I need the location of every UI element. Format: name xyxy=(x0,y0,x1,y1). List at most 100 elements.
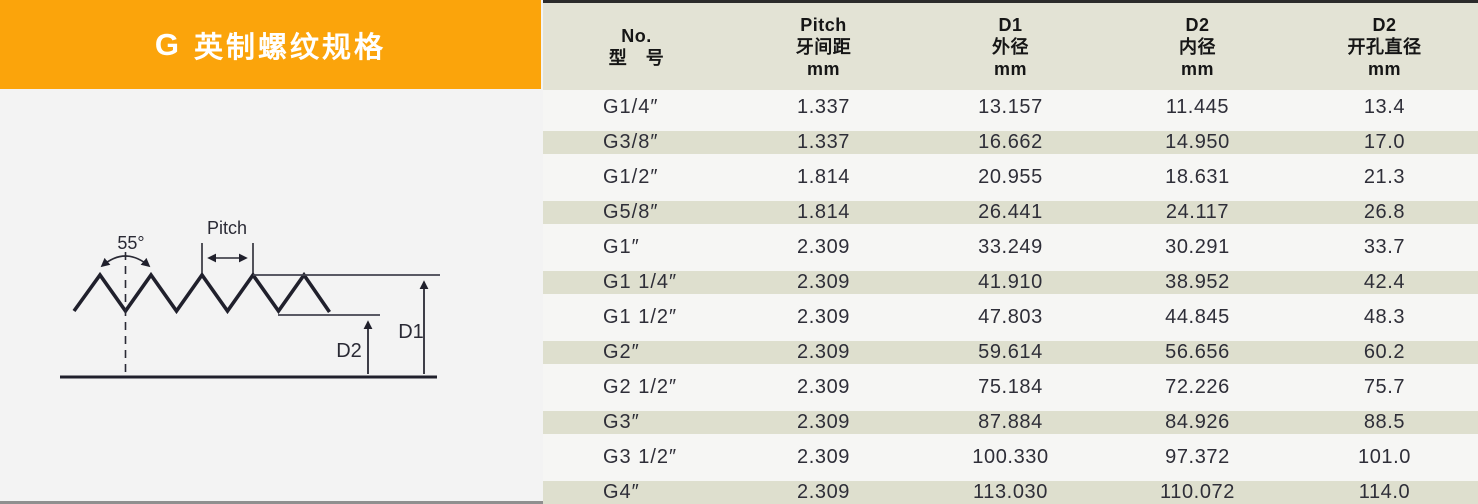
bore-value-cell: 42.4 xyxy=(1363,271,1406,293)
model-cell: G1 1/2″ xyxy=(603,306,678,328)
column-header-line: mm xyxy=(993,58,1027,79)
bore-value-cell: 33.7 xyxy=(1363,236,1406,258)
model-cell: G1/2″ xyxy=(603,166,659,188)
bore-value-cell: 60.2 xyxy=(1363,341,1406,363)
model-cell: G3″ xyxy=(603,411,640,433)
d2-value-cell: 56.656 xyxy=(1165,341,1230,363)
table-row: G3″ 2.309 87.884 84.926 88.5 xyxy=(543,405,1478,440)
bore-value-cell: 13.4 xyxy=(1363,96,1406,118)
d1-value-cell: 75.184 xyxy=(978,376,1043,398)
column-header-d2: D2 内径 mm xyxy=(1104,3,1291,90)
d2-value-cell: 18.631 xyxy=(1165,166,1230,188)
angle-arc-arrow xyxy=(100,255,151,268)
spec-table-header: No. 型 号 Pitch 牙间距 mm D1 外径 mm D2 内径 mm D… xyxy=(543,3,1478,90)
pitch-value-cell: 2.309 xyxy=(796,341,851,363)
pitch-value-cell: 1.337 xyxy=(796,131,851,153)
column-header-line: 开孔直径 xyxy=(1347,36,1422,57)
d2-label: D2 xyxy=(336,340,362,362)
table-row: G1″ 2.309 33.249 30.291 33.7 xyxy=(543,230,1478,265)
column-header-pitch: Pitch 牙间距 mm xyxy=(730,3,917,90)
d1-value-cell: 113.030 xyxy=(972,481,1048,503)
column-header-line: D1 xyxy=(998,14,1023,35)
d2-value-cell: 38.952 xyxy=(1165,271,1230,293)
bore-value-cell: 88.5 xyxy=(1363,411,1406,433)
thread-profile-diagram: 55° Pitch D2 D1 xyxy=(0,89,541,501)
pitch-value-cell: 1.814 xyxy=(796,166,851,188)
table-row: G1 1/4″ 2.309 41.910 38.952 42.4 xyxy=(543,265,1478,300)
model-cell: G5/8″ xyxy=(603,201,659,223)
d1-value-cell: 20.955 xyxy=(978,166,1043,188)
column-header-line: mm xyxy=(1367,58,1401,79)
model-cell: G2 1/2″ xyxy=(603,376,678,398)
table-row: G3/8″ 1.337 16.662 14.950 17.0 xyxy=(543,125,1478,160)
bore-value-cell: 21.3 xyxy=(1363,166,1406,188)
column-header-line: 型 号 xyxy=(608,47,665,68)
d2-value-cell: 11.445 xyxy=(1165,96,1230,118)
column-header-bore: D2 开孔直径 mm xyxy=(1291,3,1478,90)
d1-value-cell: 26.441 xyxy=(978,201,1043,223)
pitch-value-cell: 1.814 xyxy=(796,201,851,223)
thread-zigzag xyxy=(72,271,331,315)
table-row: G1/2″ 1.814 20.955 18.631 21.3 xyxy=(543,160,1478,195)
model-cell: G1 1/4″ xyxy=(603,271,678,293)
bore-value-cell: 48.3 xyxy=(1363,306,1406,328)
spec-table-body: G1/4″ 1.337 13.157 11.445 13.4 G3/8″ 1.337 16.6… xyxy=(543,90,1478,504)
column-header-line: 牙间距 xyxy=(795,36,852,57)
table-row: G4″ 2.309 113.030 110.072 114.0 xyxy=(543,475,1478,504)
bore-value-cell: 114.0 xyxy=(1358,481,1411,503)
column-header-line: mm xyxy=(1180,58,1214,79)
bore-value-cell: 17.0 xyxy=(1363,131,1406,153)
model-cell: G1″ xyxy=(603,236,640,258)
d1-value-cell: 16.662 xyxy=(978,131,1043,153)
pitch-value-cell: 2.309 xyxy=(796,411,851,433)
table-row: G3 1/2″ 2.309 100.330 97.372 101.0 xyxy=(543,440,1478,475)
model-cell: G4″ xyxy=(603,481,640,503)
pitch-value-cell: 2.309 xyxy=(796,236,851,258)
column-header-model: No. 型 号 xyxy=(543,3,730,90)
column-header-line: 外径 xyxy=(992,36,1029,57)
column-header-line: Pitch xyxy=(800,14,847,35)
table-row: G1/4″ 1.337 13.157 11.445 13.4 xyxy=(543,90,1478,125)
d2-value-cell: 97.372 xyxy=(1165,446,1230,468)
d2-value-cell: 14.950 xyxy=(1165,131,1230,153)
d2-value-cell: 72.226 xyxy=(1165,376,1230,398)
d2-value-cell: 84.926 xyxy=(1165,411,1230,433)
angle-label: 55° xyxy=(117,233,144,253)
d1-label: D1 xyxy=(398,321,424,343)
d1-value-cell: 33.249 xyxy=(978,236,1043,258)
table-row: G1 1/2″ 2.309 47.803 44.845 48.3 xyxy=(543,300,1478,335)
column-header-line: 内径 xyxy=(1179,36,1216,57)
banner-series-letter: G xyxy=(154,26,181,62)
thread-profile-svg: 55° Pitch D2 D1 xyxy=(60,218,440,379)
d2-value-cell: 44.845 xyxy=(1165,306,1230,328)
model-cell: G2″ xyxy=(603,341,640,363)
model-cell: G3 1/2″ xyxy=(603,446,678,468)
d2-value-cell: 30.291 xyxy=(1165,236,1230,258)
column-header-line: D2 xyxy=(1372,14,1397,35)
pitch-label: Pitch xyxy=(207,218,247,238)
column-header-line: No. xyxy=(621,25,652,46)
d2-value-cell: 110.072 xyxy=(1159,481,1235,503)
section-banner: G 英制螺纹规格 xyxy=(0,0,541,89)
bore-value-cell: 26.8 xyxy=(1363,201,1406,223)
d2-value-cell: 24.117 xyxy=(1165,201,1230,223)
bore-value-cell: 75.7 xyxy=(1363,376,1406,398)
table-row: G2″ 2.309 59.614 56.656 60.2 xyxy=(543,335,1478,370)
pitch-value-cell: 2.309 xyxy=(796,481,851,503)
model-cell: G1/4″ xyxy=(603,96,659,118)
column-header-line: mm xyxy=(806,58,840,79)
left-panel-bottom-rule xyxy=(0,501,543,504)
column-header-d1: D1 外径 mm xyxy=(917,3,1104,90)
d1-value-cell: 47.803 xyxy=(978,306,1043,328)
d1-value-cell: 13.157 xyxy=(978,96,1043,118)
d1-value-cell: 87.884 xyxy=(978,411,1043,433)
table-row: G5/8″ 1.814 26.441 24.117 26.8 xyxy=(543,195,1478,230)
pitch-value-cell: 2.309 xyxy=(796,376,851,398)
spec-table: No. 型 号 Pitch 牙间距 mm D1 外径 mm D2 内径 mm D… xyxy=(543,0,1478,504)
banner-title: 英制螺纹规格 xyxy=(194,31,387,64)
pitch-value-cell: 2.309 xyxy=(796,306,851,328)
pitch-value-cell: 2.309 xyxy=(796,271,851,293)
column-header-line: D2 xyxy=(1185,14,1210,35)
pitch-value-cell: 1.337 xyxy=(796,96,851,118)
